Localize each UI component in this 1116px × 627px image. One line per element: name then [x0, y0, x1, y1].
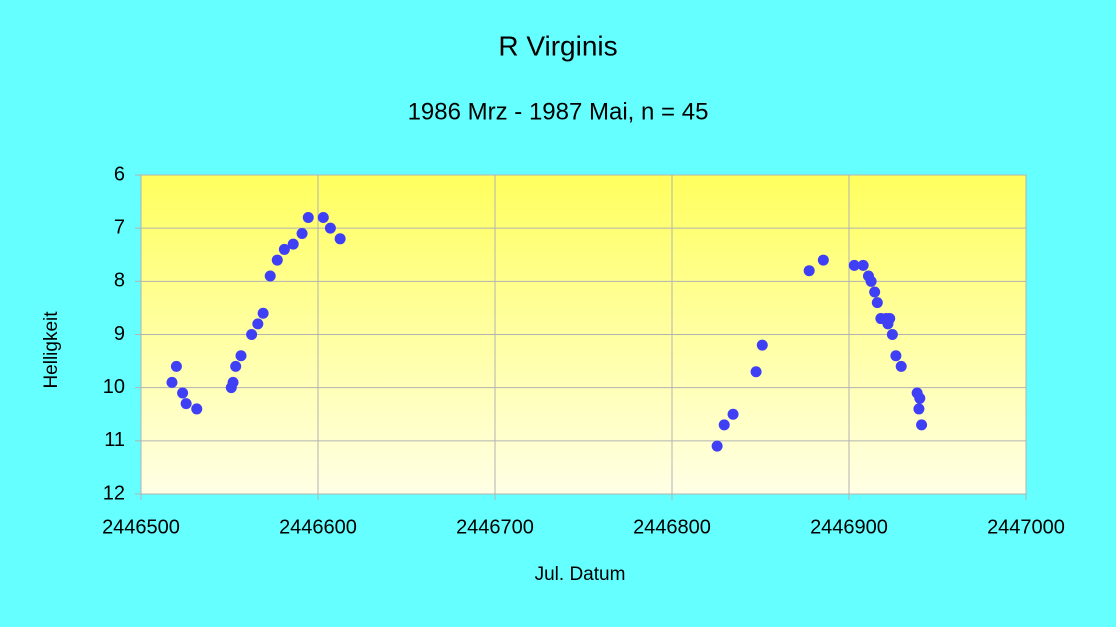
point: [287, 238, 299, 250]
point: [191, 403, 203, 415]
plot-border: [140, 174, 1027, 495]
y-axis-label: Helligkeit: [41, 311, 62, 389]
point: [718, 419, 730, 431]
y-tick-label: 10: [103, 376, 125, 398]
point: [252, 318, 264, 330]
point: [180, 398, 192, 410]
point: [803, 265, 815, 277]
y-tick-label: 11: [104, 429, 125, 451]
point: [271, 254, 283, 266]
point: [916, 419, 928, 431]
point: [264, 270, 276, 282]
chart-title: R Virginis: [498, 30, 617, 61]
point: [177, 387, 189, 399]
point: [817, 254, 829, 266]
x-tick-label: 2447000: [987, 516, 1065, 538]
chart-subtitle: 1986 Mrz - 1987 Mai, n = 45: [408, 98, 709, 125]
point: [871, 297, 883, 309]
point: [848, 259, 860, 271]
y-tick-label: 9: [114, 323, 125, 345]
x-tick-label: 2446500: [102, 516, 180, 538]
point: [857, 259, 869, 271]
point: [227, 376, 239, 388]
y-tick-label: 8: [114, 270, 125, 292]
point: [317, 212, 329, 224]
point: [296, 227, 308, 239]
point: [324, 222, 336, 234]
point: [865, 275, 877, 287]
point: [727, 408, 739, 420]
point: [278, 243, 290, 255]
point: [166, 376, 178, 388]
x-tick-label: 2446900: [810, 516, 888, 538]
point: [914, 392, 926, 404]
x-tick-label: 2446800: [633, 516, 711, 538]
point: [913, 403, 925, 415]
x-tick-label: 2446700: [456, 516, 534, 538]
point: [756, 339, 768, 351]
point: [246, 329, 258, 340]
point: [170, 360, 182, 372]
point: [869, 286, 881, 298]
point: [750, 366, 762, 378]
x-tick-label: 2446600: [279, 516, 357, 538]
point: [302, 212, 314, 224]
y-tick-label: 12: [103, 482, 125, 504]
point: [886, 329, 898, 340]
point: [230, 360, 242, 372]
point: [895, 360, 907, 372]
x-axis-label: Jul. Datum: [535, 564, 626, 585]
point: [890, 350, 902, 362]
point: [334, 233, 346, 245]
point: [711, 440, 723, 452]
y-tick-label: 6: [114, 163, 125, 185]
point: [257, 307, 269, 319]
point: [235, 350, 247, 362]
point: [882, 318, 894, 330]
y-tick-label: 7: [114, 216, 125, 238]
